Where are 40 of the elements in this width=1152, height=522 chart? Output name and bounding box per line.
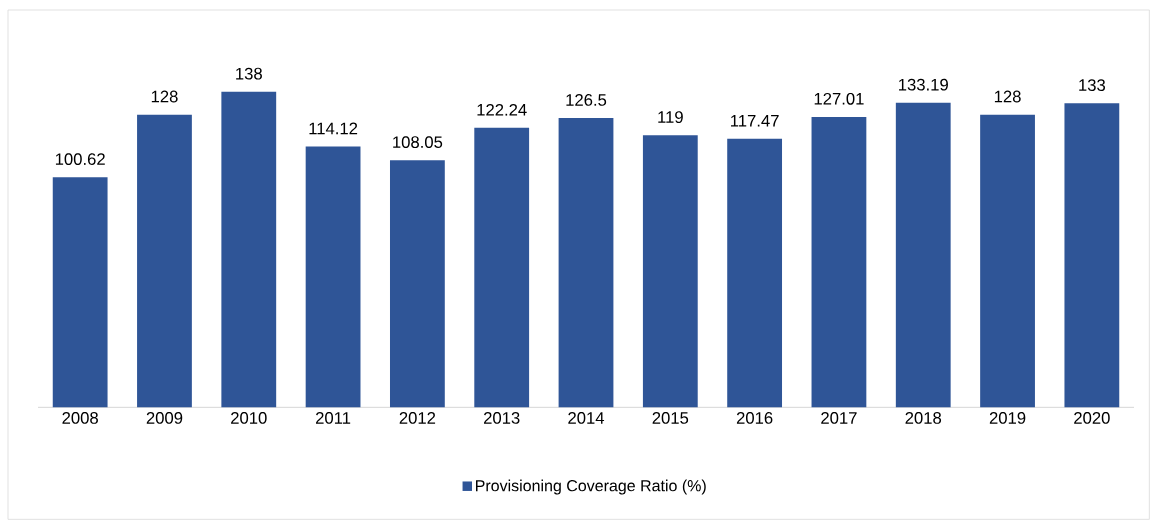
x-tick-label: 2019 (989, 412, 1026, 424)
data-label: 108.05 (393, 136, 443, 149)
bar (980, 114, 1035, 408)
x-tick-label: 2016 (736, 412, 773, 424)
data-label: 133.19 (899, 78, 948, 91)
x-tick-label: 2008 (62, 412, 98, 424)
x-tick-label: 2020 (1074, 412, 1110, 424)
data-label: 119 (658, 111, 683, 123)
x-tick-label: 2013 (484, 412, 520, 424)
legend-label: Provisioning Coverage Ratio (%) (476, 479, 706, 495)
data-label: 128 (994, 90, 1021, 103)
x-tick-label: 2017 (821, 412, 857, 424)
data-label: 128 (151, 90, 178, 103)
data-label: 114.12 (309, 122, 358, 135)
x-tick-label: 2014 (568, 412, 605, 424)
data-label: 117.47 (731, 115, 779, 127)
data-label: 133 (1079, 79, 1106, 91)
bar (221, 91, 277, 408)
x-tick-label: 2011 (316, 412, 351, 424)
bar (895, 102, 951, 408)
data-label: 127.01 (814, 92, 864, 105)
x-tick-label: 2015 (652, 412, 689, 424)
bar (137, 114, 192, 408)
x-tick-label: 2009 (146, 412, 183, 424)
bar (474, 127, 530, 408)
bar (642, 135, 698, 408)
bar (305, 146, 361, 408)
bar (558, 118, 614, 408)
x-tick-label: 2012 (399, 412, 436, 424)
data-label: 138 (236, 67, 262, 80)
data-label: 122.24 (477, 103, 527, 116)
data-label: 100.62 (55, 153, 105, 166)
bar (811, 116, 867, 408)
bar (727, 138, 783, 408)
bar (1064, 103, 1120, 408)
x-tick-label: 2010 (231, 412, 267, 424)
data-label: 126.5 (566, 94, 607, 106)
bar (389, 160, 445, 408)
bar (52, 177, 108, 408)
x-tick-label: 2018 (905, 412, 942, 424)
